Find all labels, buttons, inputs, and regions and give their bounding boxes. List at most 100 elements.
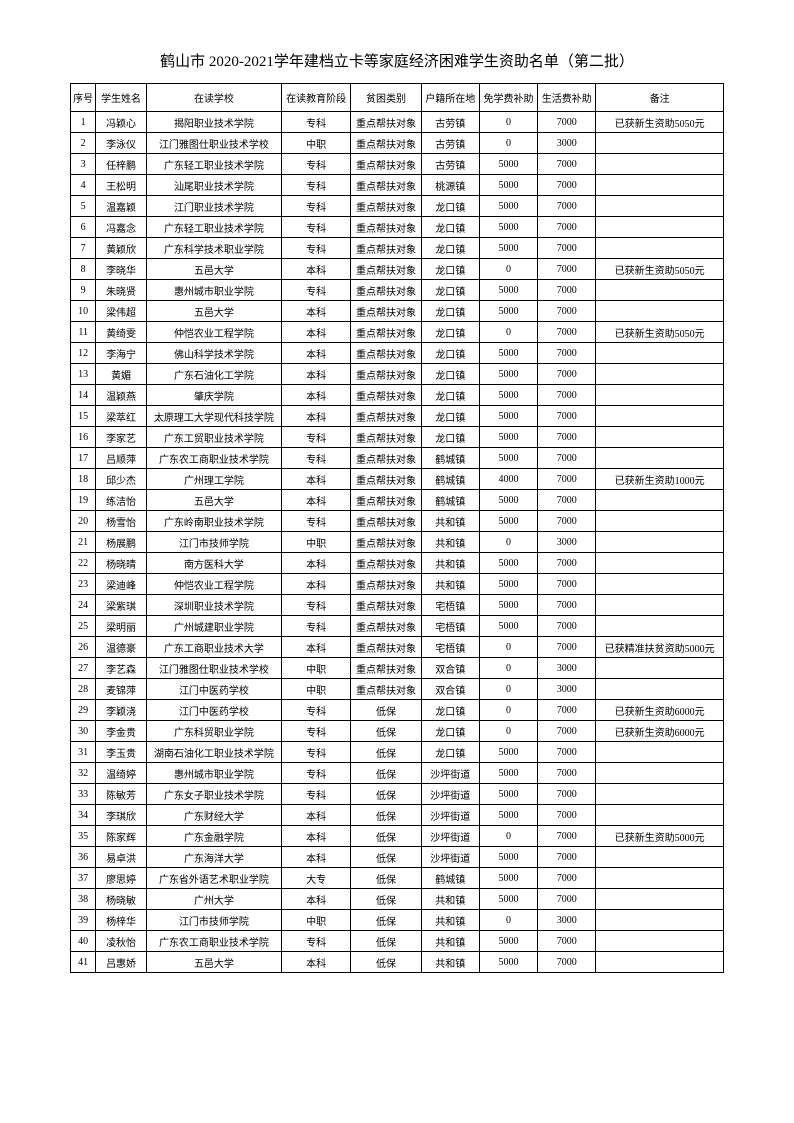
- cell-school: 江门雅图仕职业技术学校: [146, 658, 281, 679]
- cell-living: 7000: [538, 700, 596, 721]
- cell-name: 梁紫琪: [96, 595, 147, 616]
- cell-type: 重点帮扶对象: [351, 595, 421, 616]
- cell-tuition: 5000: [479, 301, 537, 322]
- cell-note: [596, 133, 724, 154]
- cell-type: 低保: [351, 805, 421, 826]
- cell-tuition: 5000: [479, 196, 537, 217]
- cell-tuition: 5000: [479, 805, 537, 826]
- cell-living: 7000: [538, 217, 596, 238]
- cell-note: [596, 301, 724, 322]
- cell-school: 五邑大学: [146, 301, 281, 322]
- cell-stage: 中职: [282, 658, 351, 679]
- cell-loc: 共和镇: [421, 931, 479, 952]
- cell-name: 李金贵: [96, 721, 147, 742]
- cell-note: [596, 406, 724, 427]
- cell-living: 7000: [538, 742, 596, 763]
- cell-school: 广东轻工职业技术学院: [146, 217, 281, 238]
- cell-note: [596, 742, 724, 763]
- cell-name: 任梓鹏: [96, 154, 147, 175]
- cell-type: 重点帮扶对象: [351, 427, 421, 448]
- cell-idx: 40: [71, 931, 96, 952]
- cell-idx: 10: [71, 301, 96, 322]
- cell-stage: 本科: [282, 574, 351, 595]
- cell-stage: 专科: [282, 616, 351, 637]
- cell-loc: 双合镇: [421, 658, 479, 679]
- cell-stage: 本科: [282, 469, 351, 490]
- table-row: 13黄媚广东石油化工学院本科重点帮扶对象龙口镇50007000: [71, 364, 724, 385]
- cell-tuition: 0: [479, 826, 537, 847]
- cell-type: 重点帮扶对象: [351, 553, 421, 574]
- cell-loc: 双合镇: [421, 679, 479, 700]
- table-row: 38杨晓敏广州大学本科低保共和镇50007000: [71, 889, 724, 910]
- cell-loc: 龙口镇: [421, 196, 479, 217]
- table-row: 11黄绮雯仲恺农业工程学院本科重点帮扶对象龙口镇07000已获新生资助5050元: [71, 322, 724, 343]
- cell-idx: 27: [71, 658, 96, 679]
- cell-note: [596, 616, 724, 637]
- table-row: 36易卓洪广东海洋大学本科低保沙坪街道50007000: [71, 847, 724, 868]
- table-row: 2李泳仪江门雅图仕职业技术学校中职重点帮扶对象古劳镇03000: [71, 133, 724, 154]
- cell-note: [596, 931, 724, 952]
- cell-living: 7000: [538, 238, 596, 259]
- cell-type: 重点帮扶对象: [351, 133, 421, 154]
- cell-loc: 宅梧镇: [421, 637, 479, 658]
- cell-name: 廖思婷: [96, 868, 147, 889]
- cell-type: 低保: [351, 952, 421, 973]
- table-row: 37廖思婷广东省外语艺术职业学院大专低保鹤城镇50007000: [71, 868, 724, 889]
- cell-idx: 1: [71, 112, 96, 133]
- table-row: 32温绮婷惠州城市职业学院专科低保沙坪街道50007000: [71, 763, 724, 784]
- cell-type: 重点帮扶对象: [351, 490, 421, 511]
- cell-note: 已获新生资助1000元: [596, 469, 724, 490]
- header-name: 学生姓名: [96, 84, 147, 112]
- cell-loc: 共和镇: [421, 532, 479, 553]
- cell-note: [596, 868, 724, 889]
- cell-name: 陈敏芳: [96, 784, 147, 805]
- cell-stage: 专科: [282, 154, 351, 175]
- cell-loc: 鹤城镇: [421, 448, 479, 469]
- cell-type: 低保: [351, 868, 421, 889]
- cell-school: 仲恺农业工程学院: [146, 574, 281, 595]
- cell-loc: 龙口镇: [421, 238, 479, 259]
- cell-stage: 专科: [282, 931, 351, 952]
- cell-name: 李玉贵: [96, 742, 147, 763]
- cell-loc: 共和镇: [421, 574, 479, 595]
- cell-name: 李泳仪: [96, 133, 147, 154]
- table-row: 40凌秋怡广东农工商职业技术学院专科低保共和镇50007000: [71, 931, 724, 952]
- cell-living: 7000: [538, 301, 596, 322]
- cell-living: 7000: [538, 280, 596, 301]
- cell-name: 李艺森: [96, 658, 147, 679]
- cell-tuition: 5000: [479, 280, 537, 301]
- cell-name: 吕惠娇: [96, 952, 147, 973]
- cell-name: 梁萃红: [96, 406, 147, 427]
- cell-idx: 37: [71, 868, 96, 889]
- cell-school: 广东女子职业技术学院: [146, 784, 281, 805]
- cell-school: 肇庆学院: [146, 385, 281, 406]
- cell-idx: 5: [71, 196, 96, 217]
- cell-type: 重点帮扶对象: [351, 196, 421, 217]
- cell-name: 麦锦萍: [96, 679, 147, 700]
- cell-school: 深圳职业技术学院: [146, 595, 281, 616]
- cell-living: 7000: [538, 805, 596, 826]
- cell-stage: 中职: [282, 910, 351, 931]
- cell-type: 重点帮扶对象: [351, 112, 421, 133]
- cell-stage: 中职: [282, 679, 351, 700]
- cell-tuition: 0: [479, 721, 537, 742]
- cell-note: [596, 595, 724, 616]
- cell-school: 湖南石油化工职业技术学院: [146, 742, 281, 763]
- cell-school: 广东岭南职业技术学院: [146, 511, 281, 532]
- cell-living: 7000: [538, 469, 596, 490]
- cell-note: [596, 385, 724, 406]
- cell-school: 广东农工商职业技术学院: [146, 931, 281, 952]
- cell-stage: 专科: [282, 511, 351, 532]
- cell-tuition: 0: [479, 112, 537, 133]
- cell-stage: 专科: [282, 112, 351, 133]
- cell-idx: 19: [71, 490, 96, 511]
- cell-tuition: 5000: [479, 406, 537, 427]
- cell-school: 太原理工大学现代科技学院: [146, 406, 281, 427]
- cell-tuition: 0: [479, 679, 537, 700]
- cell-tuition: 5000: [479, 742, 537, 763]
- cell-living: 7000: [538, 616, 596, 637]
- table-row: 35陈家辉广东金融学院本科低保沙坪街道07000已获新生资助5000元: [71, 826, 724, 847]
- cell-name: 温绮婷: [96, 763, 147, 784]
- cell-loc: 龙口镇: [421, 700, 479, 721]
- cell-school: 广东轻工职业技术学院: [146, 154, 281, 175]
